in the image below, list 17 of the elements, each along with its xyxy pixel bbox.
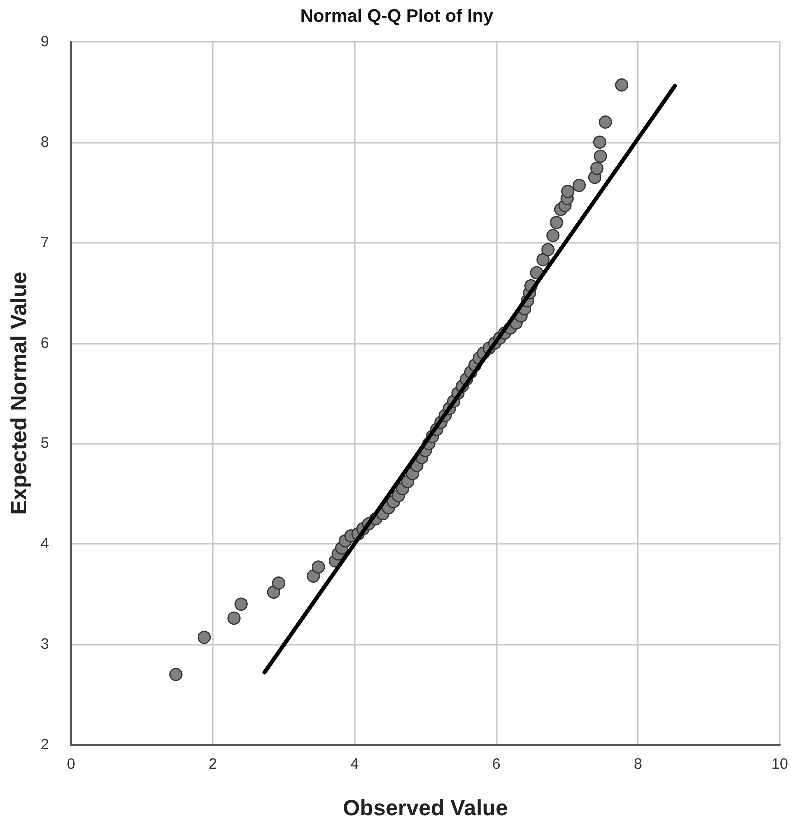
chart-title: Normal Q-Q Plot of lny — [300, 6, 494, 26]
x-tick-label: 6 — [492, 756, 501, 773]
y-tick-label: 6 — [40, 334, 50, 352]
y-axis-title: Expected Normal Value — [6, 272, 32, 516]
y-tick-label: 4 — [40, 536, 50, 553]
x-tick-label: 8 — [634, 756, 642, 773]
x-tick-label: 4 — [350, 756, 359, 773]
y-tick-label: 2 — [40, 736, 50, 754]
y-tick-label: 9 — [40, 34, 50, 50]
y-tick-label: 5 — [40, 435, 50, 452]
x-tick-label: 0 — [67, 756, 76, 773]
y-tick-label: 7 — [40, 234, 50, 252]
y-tick-label: 8 — [40, 134, 50, 151]
x-tick-label: 10 — [772, 756, 788, 773]
x-axis-title: Observed Value — [343, 796, 508, 820]
y-tick-label: 3 — [40, 636, 50, 654]
x-tick-label: 2 — [208, 756, 218, 773]
